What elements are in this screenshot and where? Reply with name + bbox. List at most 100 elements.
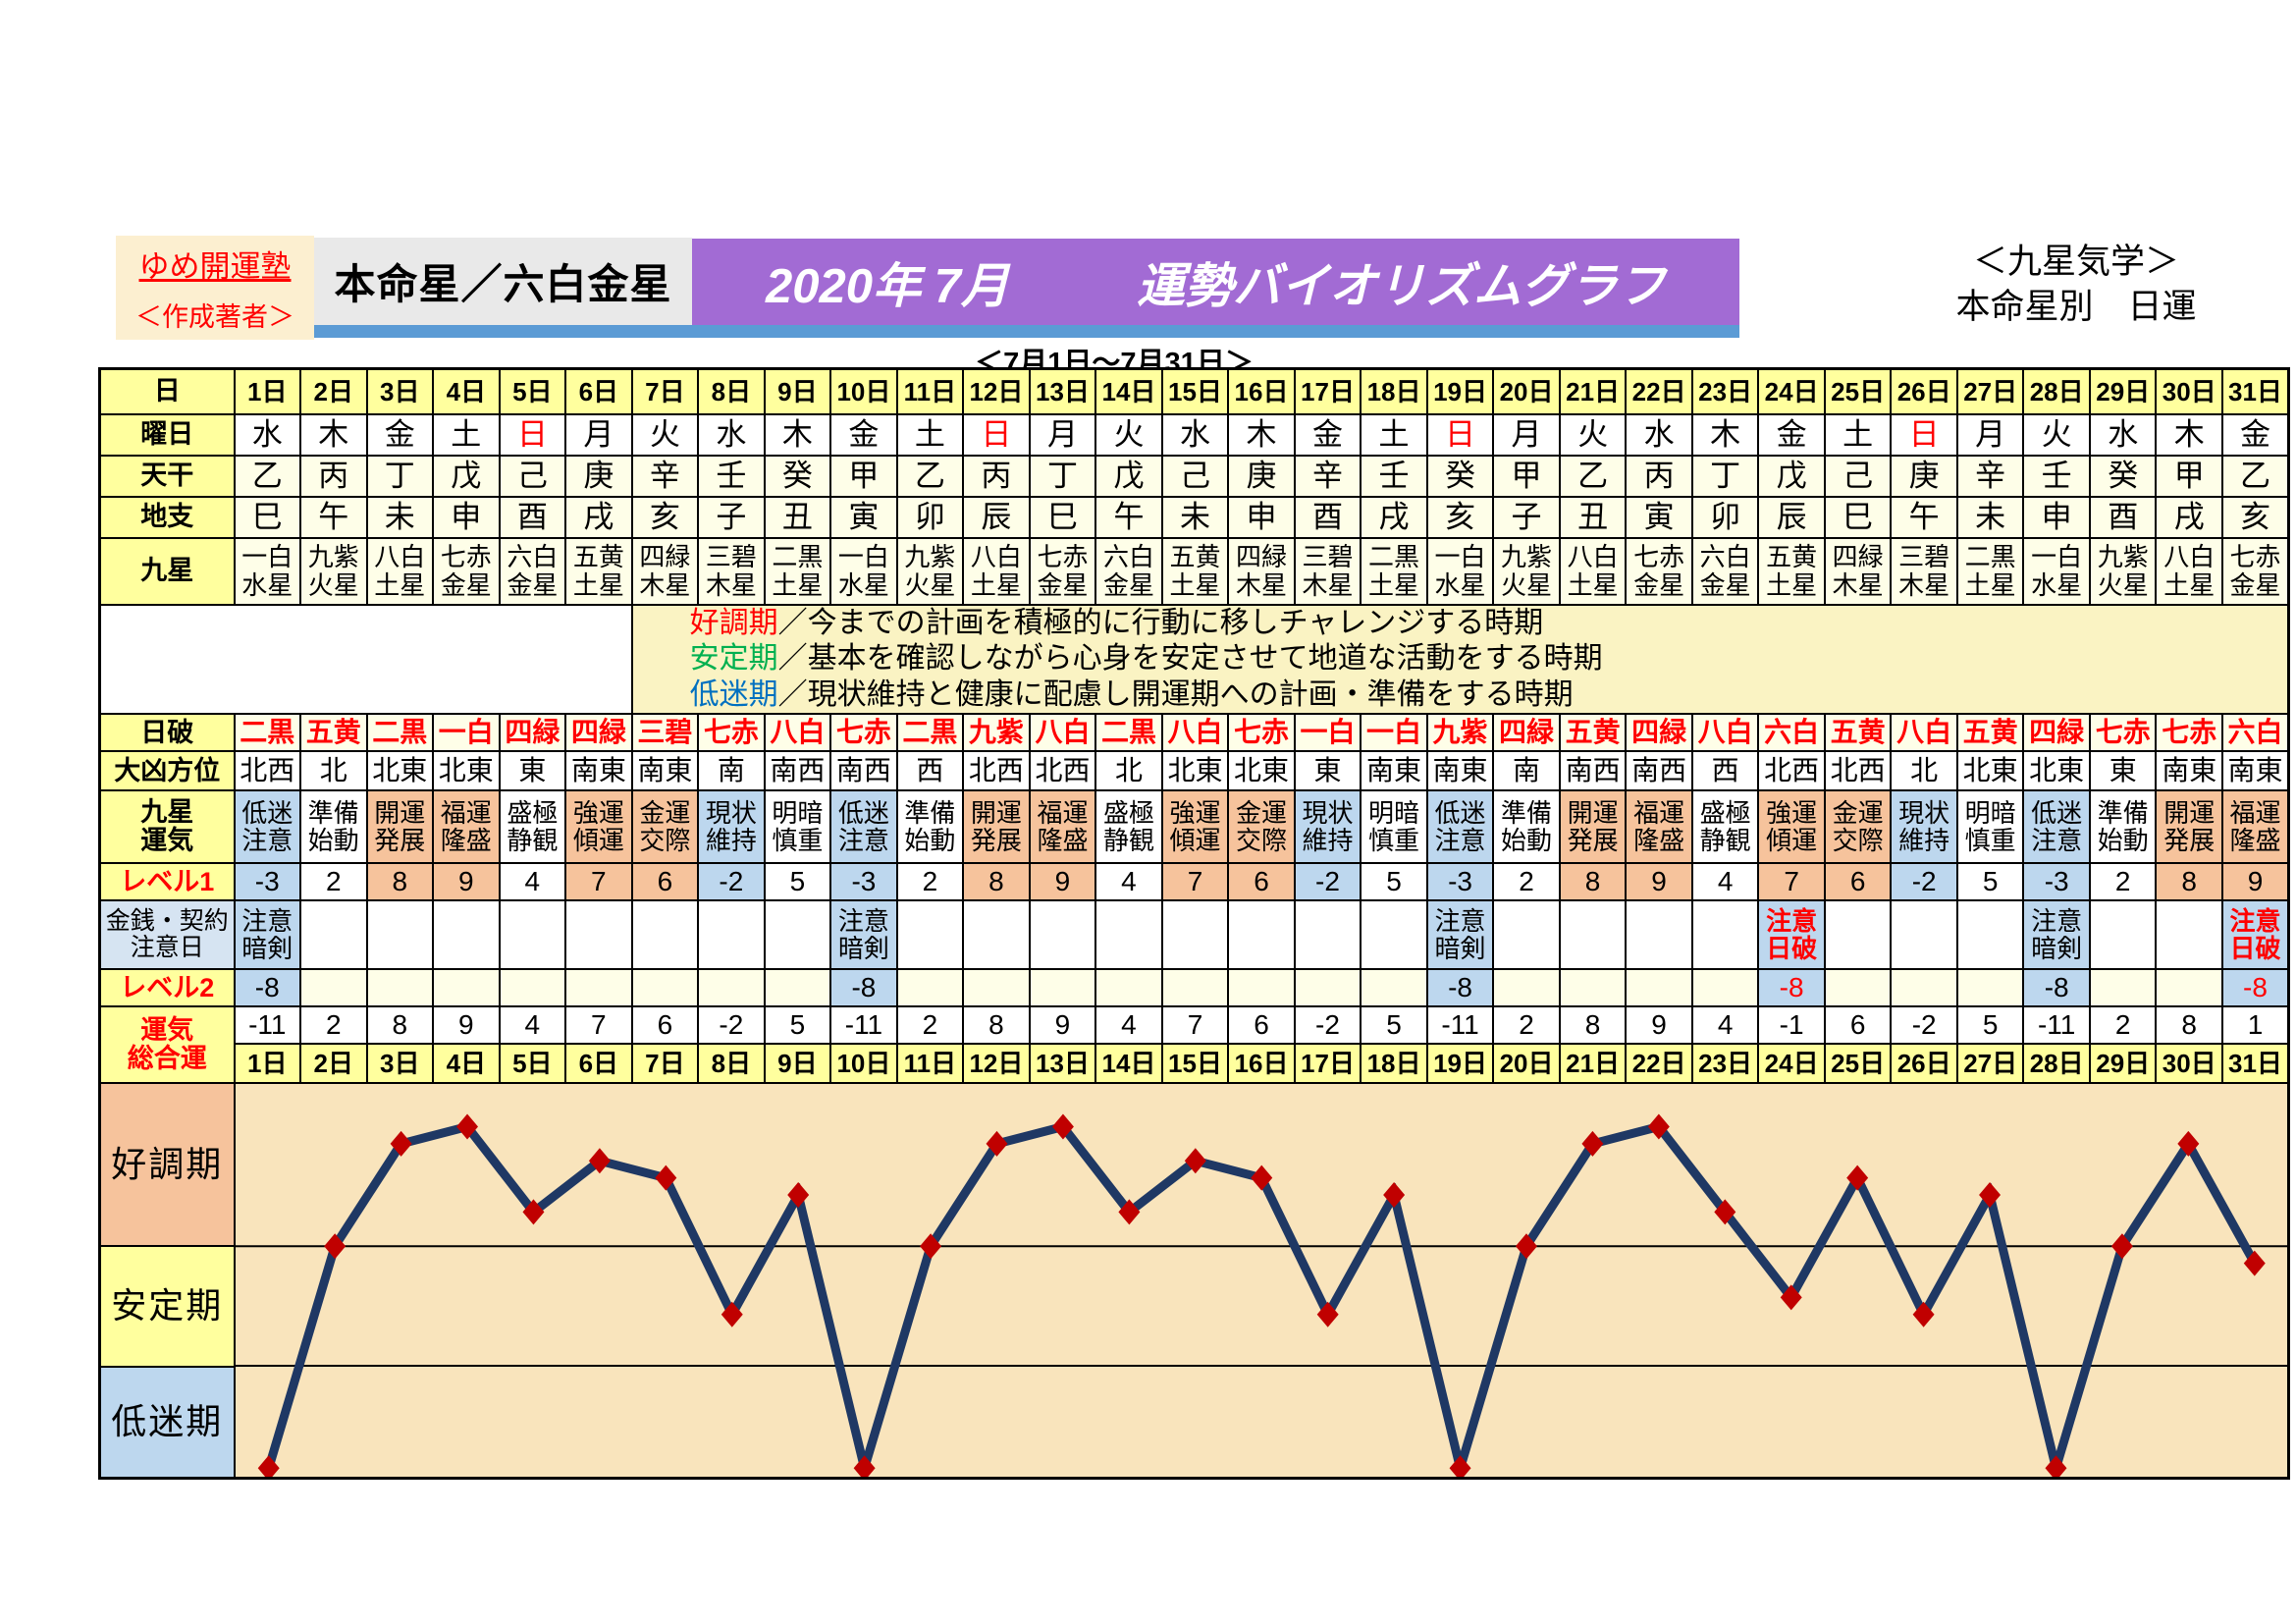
nine-star-cell: 一白 水星	[2022, 536, 2091, 606]
chart-marker	[1912, 1302, 1935, 1328]
level2-cell	[365, 968, 435, 1008]
level2-cell	[962, 968, 1031, 1008]
school-line1: ＜九星気学＞	[1972, 243, 2179, 281]
day-break-cell: 一白	[432, 713, 501, 753]
level2-cell: -8	[1425, 968, 1495, 1008]
legend-desc: ／基本を確認しながら心身を安定させて地道な活動をする時期	[777, 642, 1603, 676]
day-break-cell: 二黒	[1095, 713, 1163, 753]
chart-band-row: 低迷期	[98, 1366, 2289, 1480]
day-header-cell: 1日	[233, 367, 302, 415]
school-line2: 本命星別 日運	[1955, 287, 2197, 326]
table-row: レベル2 -8 -8 -8 -8 -8 -8	[98, 968, 2290, 1008]
branch-cell: 酉	[2088, 495, 2158, 539]
day-break-cell: 五黄	[1823, 713, 1893, 753]
branch-cell: 寅	[1625, 495, 1693, 539]
caution-day-cell	[1955, 899, 2025, 971]
stem-cell: 丙	[1625, 454, 1693, 498]
weekday-cell: 金	[1293, 412, 1362, 457]
stem-cell: 辛	[1955, 454, 2025, 498]
caution-day-cell	[697, 899, 766, 971]
weekday-cell: 水	[1160, 412, 1230, 457]
fortune-phase-cell: 福運 隆盛	[1028, 789, 1097, 865]
nine-star-cell: 三碧 木星	[1890, 536, 1958, 606]
total-fortune-cell: 9	[1028, 1005, 1097, 1046]
stem-cell: 丁	[1690, 454, 1760, 498]
day-header-cell: 10日	[829, 367, 898, 415]
weekday-cell: 土	[895, 412, 965, 457]
level2-cell: -8	[2022, 968, 2091, 1008]
day-break-cell: 一白	[1293, 713, 1362, 753]
chart-marker	[919, 1233, 941, 1260]
fortune-phase-cell: 金運 交際	[1227, 789, 1296, 865]
day-header-cell: 28日	[2022, 367, 2091, 415]
level1-cell: 7	[564, 862, 633, 902]
fortune-phase-cell: 盛極 静観	[1690, 789, 1760, 865]
day-footer-cell: 3日	[365, 1043, 435, 1085]
branch-cell: 子	[1492, 495, 1561, 539]
day-footer-cell: 16日	[1227, 1043, 1296, 1085]
branch-cell: 未	[365, 495, 435, 539]
table-row: 好調期／今までの計画を積極的に行動に移しチャレンジする時期 安定期／基本を確認しな…	[98, 603, 2290, 716]
level2-cell	[1492, 968, 1561, 1008]
level1-cell: -2	[697, 862, 766, 902]
chart-marker	[1515, 1233, 1537, 1260]
weekday-cell: 月	[1955, 412, 2025, 457]
stem-cell: 乙	[895, 454, 965, 498]
bad-direction-cell: 北西	[1757, 750, 1826, 792]
branch-cell: 丑	[763, 495, 832, 539]
day-header-cell: 8日	[697, 367, 766, 415]
level1-cell: 8	[2155, 862, 2223, 902]
nine-star-cell: 一白 水星	[233, 536, 302, 606]
weekday-cell: 火	[2022, 412, 2091, 457]
stem-cell: 庚	[564, 454, 633, 498]
bad-direction-cell: 北西	[233, 750, 302, 792]
weekday-cell: 金	[1757, 412, 1826, 457]
day-break-cell: 八白	[763, 713, 832, 753]
total-fortune-cell: 9	[432, 1005, 501, 1046]
caution-day-cell: 注意 暗剣	[2022, 899, 2091, 971]
fortune-phase-cell: 金運 交際	[630, 789, 700, 865]
fortune-phase-cell: 低迷 注意	[829, 789, 898, 865]
phase-legend: 好調期／今までの計画を積極的に行動に移しチャレンジする時期 安定期／基本を確認しな…	[630, 603, 2290, 716]
level1-cell: 5	[1955, 862, 2025, 902]
fortune-phase-cell: 準備 始動	[299, 789, 368, 865]
brand-author-label: ＜作成著者＞	[135, 302, 294, 332]
weekday-cell: 水	[233, 412, 302, 457]
caution-day-cell	[1293, 899, 1362, 971]
stem-cell: 癸	[2088, 454, 2158, 498]
day-footer-cell: 28日	[2022, 1043, 2091, 1085]
brand-name: ゆめ開運塾	[138, 249, 292, 284]
day-break-cell: 五黄	[299, 713, 368, 753]
stem-cell: 壬	[697, 454, 766, 498]
chart-marker	[588, 1148, 611, 1174]
chart-marker	[1713, 1199, 1735, 1225]
weekday-cell: 土	[1360, 412, 1428, 457]
total-fortune-cell: -11	[233, 1005, 302, 1046]
day-footer-cell: 22日	[1625, 1043, 1693, 1085]
caution-day-cell	[1690, 899, 1760, 971]
caution-day-cell	[1890, 899, 1958, 971]
natal-star-box: 本命星／六白金星	[314, 238, 692, 325]
table-row: 日 1日 2日 3日 4日 5日 6日 7日 8日 9日 10日 11日 12日 13日 14日 15日 16日…	[98, 367, 2290, 415]
chart-marker	[2243, 1250, 2266, 1276]
nine-star-cell: 八白 土星	[1558, 536, 1628, 606]
branch-cell: 未	[1160, 495, 1230, 539]
chart-plot-area	[233, 1082, 2290, 1480]
bad-direction-cell: 西	[895, 750, 965, 792]
fortune-phase-cell: 福運 隆盛	[432, 789, 501, 865]
day-break-cell: 三碧	[630, 713, 700, 753]
caution-day-cell: 注意 日破	[1757, 899, 1826, 971]
day-footer-cell: 30日	[2155, 1043, 2223, 1085]
total-fortune-cell: -2	[1890, 1005, 1958, 1046]
total-fortune-cell: -11	[2022, 1005, 2091, 1046]
total-fortune-cell: 8	[365, 1005, 435, 1046]
day-break-cell: 九紫	[1425, 713, 1495, 753]
total-fortune-cell: 6	[1227, 1005, 1296, 1046]
level1-cell: 8	[1558, 862, 1628, 902]
weekday-cell: 木	[299, 412, 368, 457]
caution-day-cell	[1558, 899, 1628, 971]
chart-marker	[2110, 1233, 2133, 1260]
level2-cell: -8	[829, 968, 898, 1008]
level1-cell: 2	[895, 862, 965, 902]
bad-direction-cell: 北	[1095, 750, 1163, 792]
